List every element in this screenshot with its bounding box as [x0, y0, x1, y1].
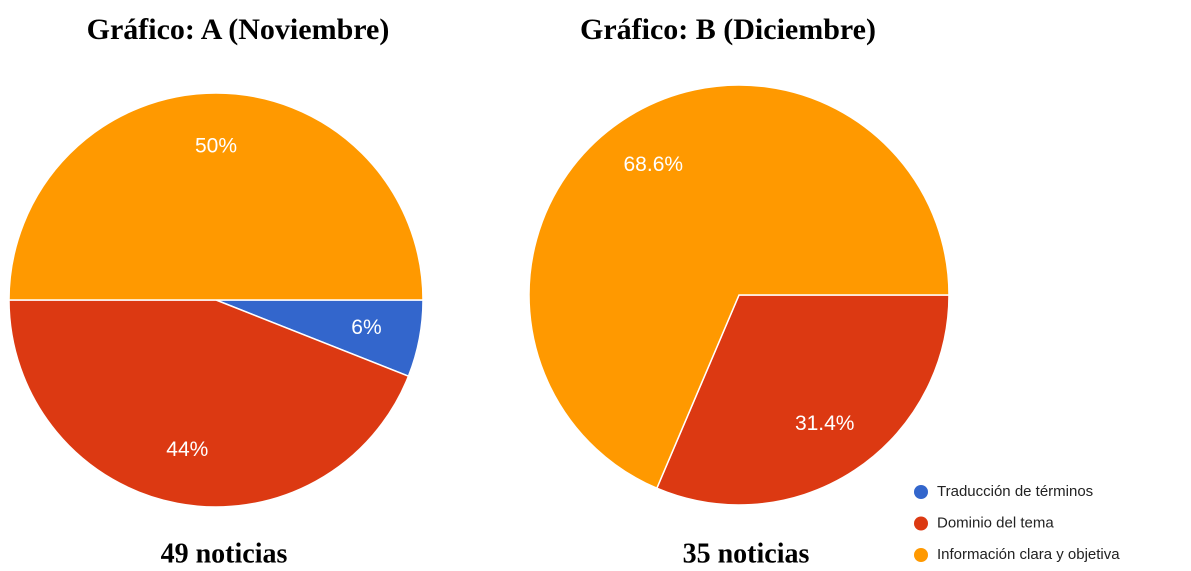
legend-label: Dominio del tema	[937, 514, 1054, 531]
pie-slice	[8, 92, 424, 301]
pie-slice	[8, 299, 410, 508]
data-label: 50%	[195, 134, 237, 157]
data-label: 31.4%	[795, 412, 855, 435]
legend-swatch	[914, 485, 928, 499]
pie-slice	[528, 84, 950, 490]
chart-title: Gráfico: A (Noviembre)	[87, 13, 390, 46]
chart-caption: 49 noticias	[161, 538, 288, 569]
legend-swatch	[914, 516, 928, 531]
legend-label: Información clara y objetiva	[937, 546, 1120, 563]
data-label: 44%	[166, 438, 208, 461]
legend-label: Traducción de términos	[937, 483, 1093, 500]
legend-swatch	[914, 548, 928, 562]
data-label: 68.6%	[624, 153, 684, 176]
data-label: 6%	[351, 316, 381, 339]
chart-title: Gráfico: B (Diciembre)	[580, 13, 876, 46]
pie-slice	[655, 294, 950, 506]
chart-caption: 35 noticias	[683, 538, 810, 569]
